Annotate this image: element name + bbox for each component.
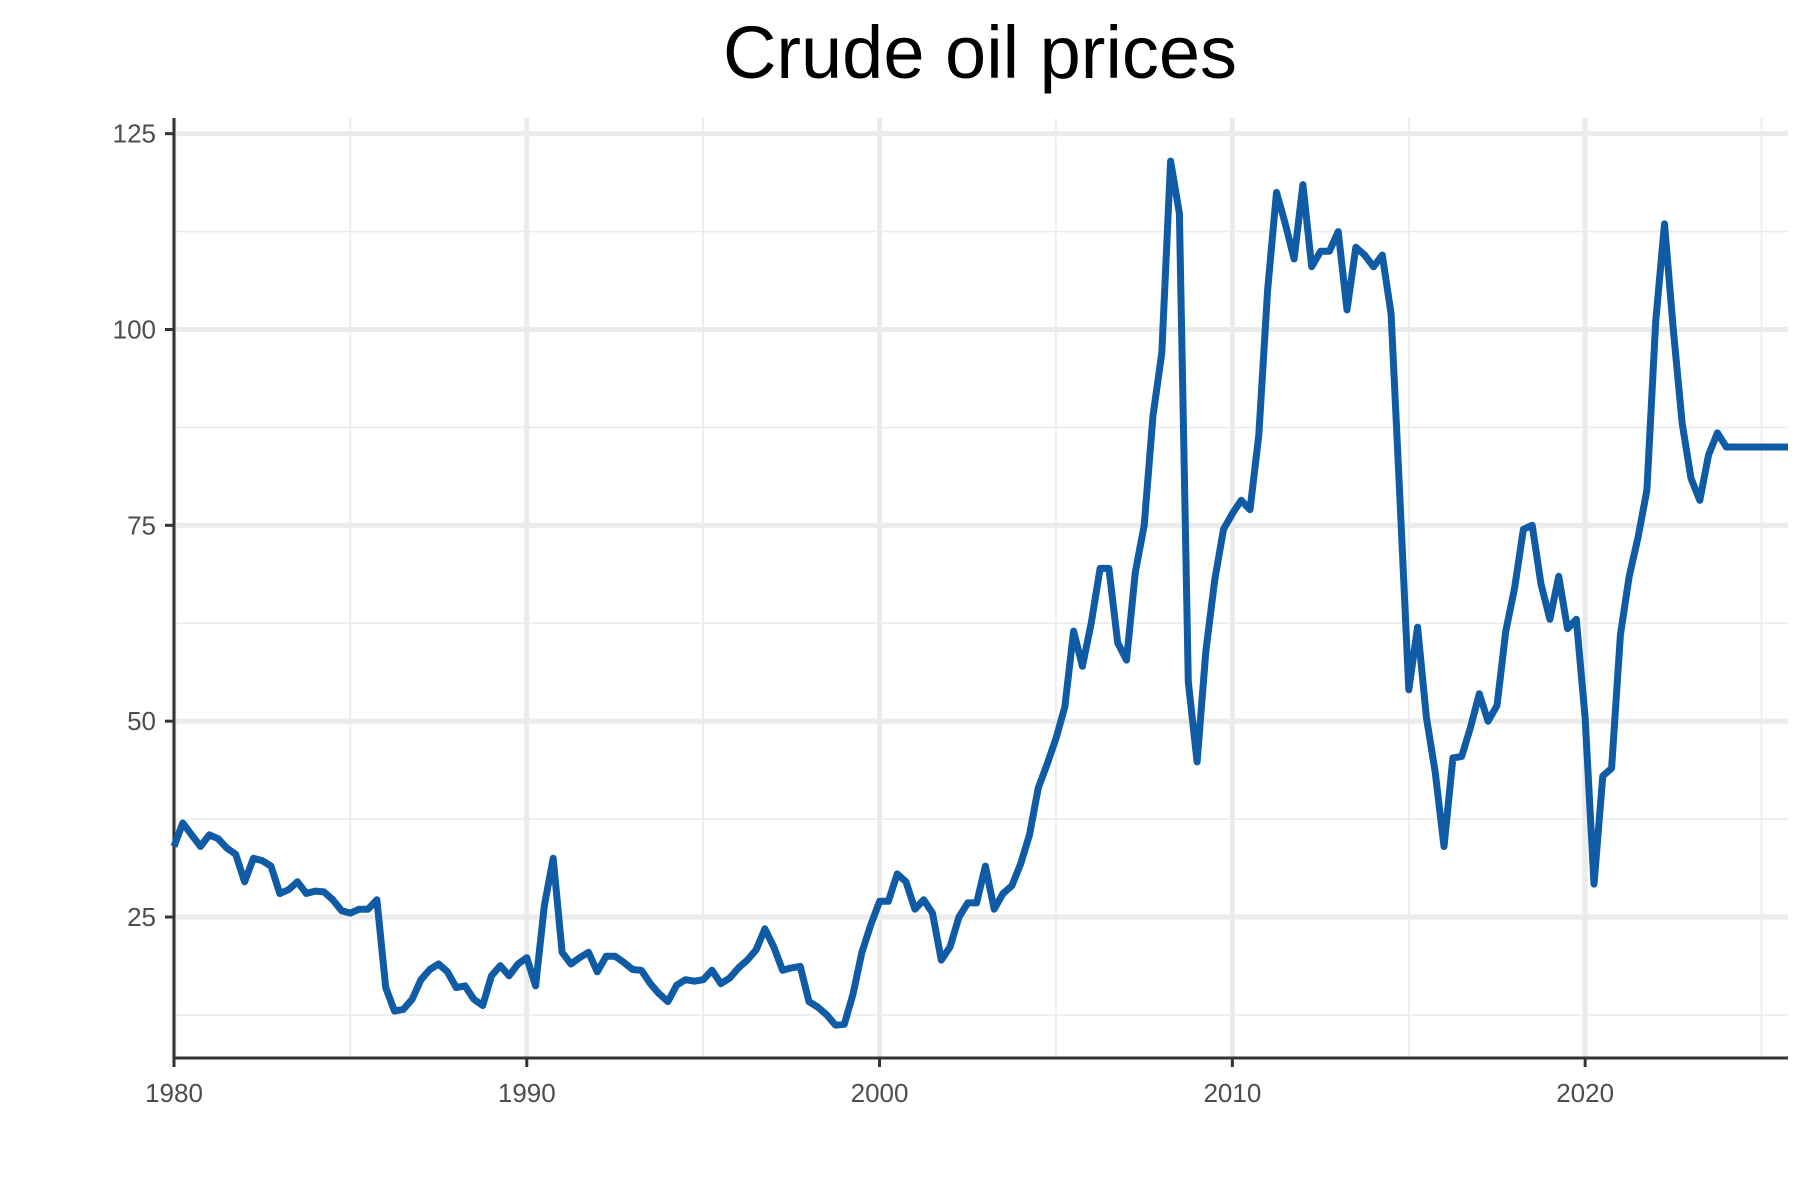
- y-tick-label: 25: [127, 902, 156, 932]
- x-tick-label: 2020: [1556, 1078, 1614, 1108]
- y-tick-label: 125: [113, 119, 156, 149]
- axis-tick-labels: 1980 1990 2000 2010 2020 25 50 75 100 125: [113, 119, 1614, 1108]
- y-tick-label: 100: [113, 315, 156, 345]
- axis-ticks: [165, 132, 1587, 1067]
- series-layer: [170, 157, 1788, 1029]
- chart-title: Crude oil prices: [723, 11, 1237, 94]
- series-line: [170, 157, 1788, 1029]
- x-tick-label: 2000: [851, 1078, 909, 1108]
- major-gridlines: [171, 118, 1788, 1058]
- x-tick-label: 1990: [498, 1078, 556, 1108]
- minor-gridlines: [174, 118, 1788, 1058]
- y-tick-label: 75: [127, 510, 156, 540]
- x-tick-label: 1980: [145, 1078, 203, 1108]
- x-tick-label: 2010: [1203, 1078, 1261, 1108]
- axes: [172, 118, 1788, 1060]
- y-tick-label: 50: [127, 706, 156, 736]
